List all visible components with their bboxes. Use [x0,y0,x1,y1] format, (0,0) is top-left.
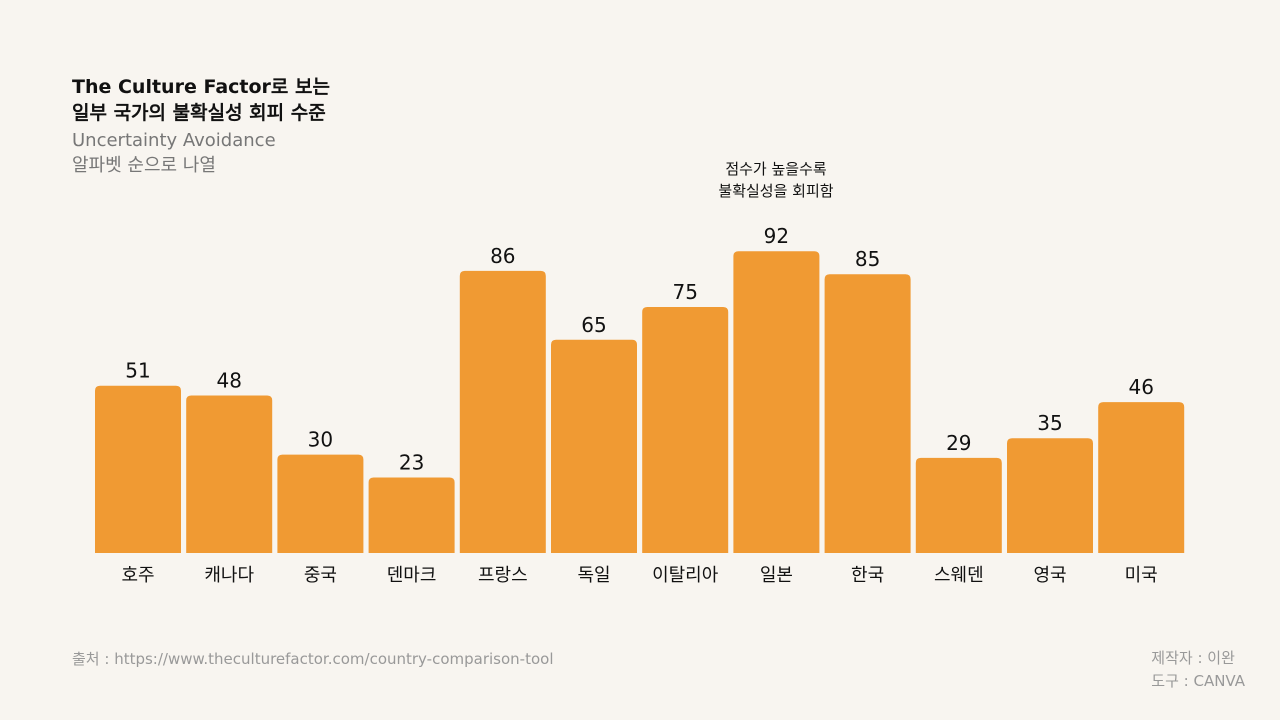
category-label: 호주 [121,565,154,586]
annotation-line-2: 불확실성을 회피함 [718,182,833,200]
bar-value-label: 65 [581,313,606,337]
bar-독일 [551,339,637,553]
bar-value-label: 92 [764,224,789,248]
bar-value-label: 85 [855,247,880,271]
chart-subtitle-line-2: 알파벳 순으로 나열 [72,155,216,176]
category-label: 이탈리아 [652,565,719,586]
bar-일본 [733,251,820,554]
category-label: 일본 [760,565,793,586]
bar-캐나다 [186,395,273,553]
bar-value-label: 51 [125,359,150,383]
bar-프랑스 [459,270,546,553]
tool-credit: 도구 : CANVA [1151,672,1245,690]
bar-value-label: 75 [672,280,697,304]
category-label: 중국 [304,565,337,586]
category-label: 캐나다 [204,565,254,586]
category-label: 영국 [1033,565,1066,586]
category-label: 스웨덴 [934,565,984,586]
bar-value-label: 30 [308,428,333,452]
category-label: 미국 [1125,565,1158,586]
chart-title-line-2: 일부 국가의 불확실성 회피 수준 [72,102,326,124]
bar-영국 [1007,438,1093,553]
bar-value-label: 23 [399,451,424,475]
bar-중국 [277,454,364,553]
bar-한국 [824,274,911,553]
bar-value-label: 48 [216,369,241,393]
bar-이탈리아 [642,307,729,553]
category-label: 독일 [577,565,610,586]
source-footnote: 출처 : https://www.theculturefactor.com/co… [72,650,554,668]
annotation-line-1: 점수가 높을수록 [725,160,827,178]
chart-title-line-1: The Culture Factor로 보는 [72,76,330,98]
bar-value-label: 29 [946,431,971,455]
author-credit: 제작자 : 이완 [1151,649,1235,667]
bar-value-label: 46 [1128,375,1153,399]
credit-footnote: 제작자 : 이완 도구 : CANVA [1151,647,1245,693]
bar-value-label: 35 [1037,411,1062,435]
bar-덴마크 [368,477,455,553]
category-label: 한국 [851,565,884,586]
chart-subtitle-line-1: Uncertainty Avoidance [72,130,276,151]
bar-스웨덴 [915,457,1002,553]
category-label: 프랑스 [478,565,528,586]
category-label: 덴마크 [387,565,437,586]
bar-호주 [95,385,181,553]
bar-value-label: 86 [490,244,515,268]
bar-미국 [1098,402,1185,553]
chart-title-block: The Culture Factor로 보는 일부 국가의 불확실성 회피 수준… [72,74,330,178]
